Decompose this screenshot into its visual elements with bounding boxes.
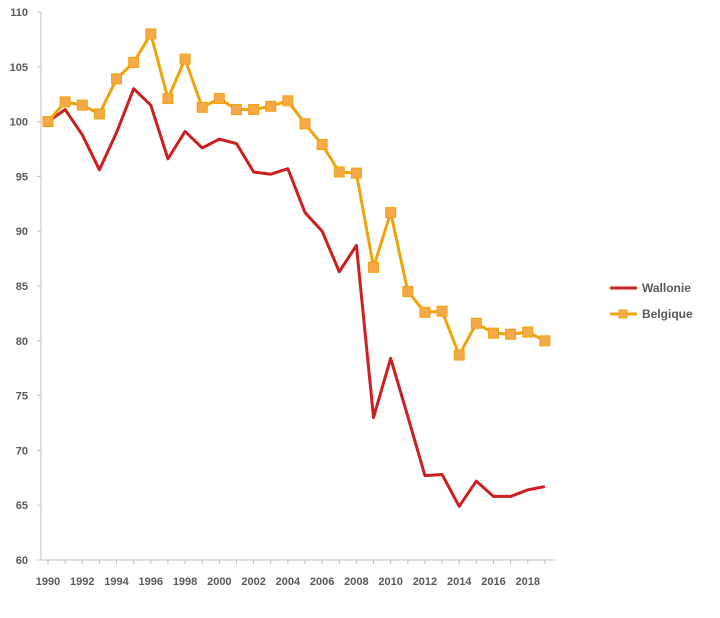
- x-tick-label: 1992: [70, 576, 94, 588]
- data-point-belgique: [76, 99, 88, 111]
- data-point-belgique: [316, 139, 328, 151]
- y-tick-label: 70: [16, 445, 28, 457]
- y-tick-label: 65: [16, 500, 28, 512]
- x-tick-label: 2012: [413, 576, 437, 588]
- x-tick-label: 2004: [276, 576, 301, 588]
- data-point-belgique: [402, 285, 414, 297]
- data-point-belgique: [93, 108, 105, 120]
- data-point-belgique: [179, 53, 191, 65]
- data-point-belgique: [333, 166, 345, 178]
- x-tick-label: 1998: [173, 576, 197, 588]
- data-point-belgique: [265, 100, 277, 112]
- x-axis-tick-labels: 1990 1992 1994 1996 1998 2000 2002 2004 2006 2008…: [36, 576, 540, 588]
- y-tick-label: 110: [10, 7, 28, 19]
- data-point-belgique: [230, 104, 242, 116]
- data-point-belgique: [385, 207, 397, 219]
- chart-axes: [37, 11, 555, 564]
- data-point-belgique: [248, 104, 260, 116]
- chart-series: [42, 28, 551, 508]
- x-tick-label: 1994: [104, 576, 129, 588]
- data-point-belgique: [419, 306, 431, 318]
- legend-marker-belgique: [618, 309, 628, 319]
- data-point-belgique: [453, 349, 465, 361]
- data-point-belgique: [111, 73, 123, 85]
- x-tick-label: 2014: [447, 576, 472, 588]
- x-tick-label: 2008: [344, 576, 368, 588]
- data-point-belgique: [350, 167, 362, 179]
- y-tick-label: 105: [10, 62, 28, 74]
- x-tick-label: 2006: [310, 576, 334, 588]
- data-point-belgique: [42, 116, 54, 128]
- data-point-belgique: [368, 261, 380, 273]
- x-tick-label: 2018: [515, 576, 539, 588]
- data-point-belgique: [162, 93, 174, 105]
- data-point-belgique: [145, 28, 157, 40]
- x-tick-label: 2010: [378, 576, 402, 588]
- x-tick-label: 2016: [481, 576, 505, 588]
- data-point-belgique: [470, 317, 482, 329]
- y-tick-label: 60: [16, 555, 28, 567]
- y-tick-label: 95: [16, 171, 28, 183]
- data-point-belgique: [128, 56, 140, 68]
- x-tick-label: 2002: [241, 576, 265, 588]
- y-tick-label: 85: [16, 281, 28, 293]
- data-point-belgique: [505, 328, 517, 340]
- x-tick-label: 1990: [36, 576, 60, 588]
- y-axis-tick-labels: 60 65 70 75 80 85 90 95 100 105 110: [10, 7, 28, 567]
- data-point-belgique: [59, 96, 71, 108]
- data-point-belgique: [487, 327, 499, 339]
- chart-legend: Wallonie Belgique: [610, 281, 693, 321]
- x-tick-label: 2000: [207, 576, 231, 588]
- y-tick-label: 75: [16, 391, 28, 403]
- series-line-wallonie: [47, 87, 546, 508]
- y-tick-label: 90: [16, 226, 28, 238]
- legend-label-wallonie: Wallonie: [642, 281, 691, 295]
- x-tick-label: 1996: [139, 576, 163, 588]
- data-point-belgique: [539, 335, 551, 347]
- data-point-belgique: [213, 93, 225, 105]
- legend-label-belgique: Belgique: [642, 307, 693, 321]
- data-point-belgique: [299, 118, 311, 130]
- y-tick-label: 80: [16, 336, 28, 348]
- data-point-belgique: [436, 305, 448, 317]
- data-point-belgique: [282, 95, 294, 107]
- data-point-belgique: [522, 326, 534, 338]
- data-point-belgique: [196, 101, 208, 113]
- y-tick-label: 100: [10, 117, 28, 129]
